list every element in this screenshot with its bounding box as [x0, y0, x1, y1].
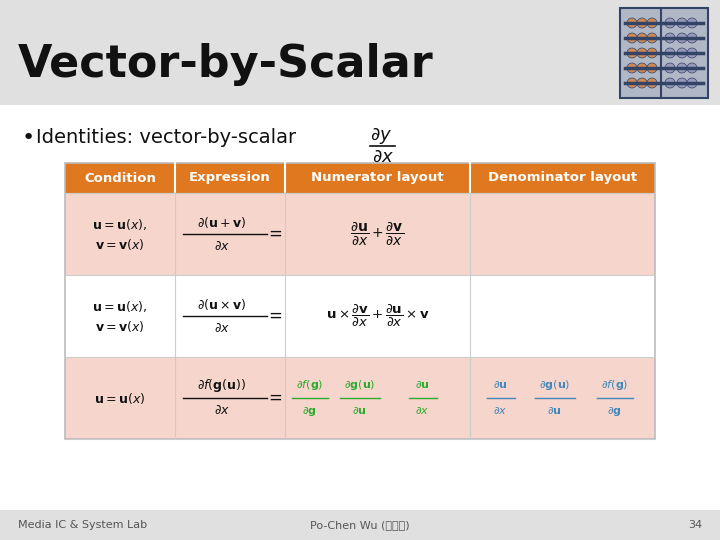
Circle shape	[677, 78, 687, 88]
Circle shape	[687, 78, 697, 88]
Circle shape	[677, 18, 687, 28]
Circle shape	[647, 33, 657, 43]
Text: $\mathbf{u} = \mathbf{u}(x),$: $\mathbf{u} = \mathbf{u}(x),$	[92, 299, 148, 314]
Circle shape	[637, 18, 647, 28]
Bar	[65, 275, 655, 357]
Text: $\mathbf{u}\times\dfrac{\partial\mathbf{v}}{\partial x}+\dfrac{\partial\mathbf{u: $\mathbf{u}\times\dfrac{\partial\mathbf{…	[325, 303, 429, 329]
Text: $\partial \mathbf{g}$: $\partial \mathbf{g}$	[302, 404, 317, 417]
Text: Media IC & System Lab: Media IC & System Lab	[18, 520, 147, 530]
Text: Vector-by-Scalar: Vector-by-Scalar	[18, 44, 433, 86]
Circle shape	[637, 33, 647, 43]
Circle shape	[665, 33, 675, 43]
Text: $\partial x$: $\partial x$	[214, 240, 230, 253]
Text: $\mathbf{v} = \mathbf{v}(x)$: $\mathbf{v} = \mathbf{v}(x)$	[95, 319, 145, 334]
Circle shape	[687, 18, 697, 28]
Bar	[0, 510, 720, 540]
Circle shape	[627, 18, 637, 28]
Bar	[0, 0, 720, 105]
Text: $\partial \mathbf{u}$: $\partial \mathbf{u}$	[547, 406, 562, 416]
Text: $\partial \mathbf{u}$: $\partial \mathbf{u}$	[493, 380, 508, 390]
Text: $\partial y$: $\partial y$	[370, 126, 392, 146]
Text: $\dfrac{\partial\mathbf{u}}{\partial x}+\dfrac{\partial\mathbf{v}}{\partial x}$: $\dfrac{\partial\mathbf{u}}{\partial x}+…	[351, 220, 405, 248]
Text: $\partial \mathbf{g}(\mathbf{u})$: $\partial \mathbf{g}(\mathbf{u})$	[343, 378, 375, 392]
Circle shape	[687, 33, 697, 43]
Circle shape	[665, 63, 675, 73]
Text: Denominator layout: Denominator layout	[488, 172, 637, 185]
Circle shape	[677, 63, 687, 73]
Circle shape	[637, 48, 647, 58]
Bar	[620, 8, 708, 98]
Text: 34: 34	[688, 520, 702, 530]
Text: $\partial \mathbf{g}$: $\partial \mathbf{g}$	[607, 404, 622, 417]
Text: $\partial x$: $\partial x$	[372, 148, 394, 166]
Text: $\partial \mathbf{u}$: $\partial \mathbf{u}$	[415, 380, 430, 390]
Text: $\partial(\mathbf{u}+\mathbf{v})$: $\partial(\mathbf{u}+\mathbf{v})$	[197, 214, 247, 230]
Text: $\partial \mathbf{g}(\mathbf{u})$: $\partial \mathbf{g}(\mathbf{u})$	[539, 378, 570, 392]
Circle shape	[627, 48, 637, 58]
Bar	[65, 163, 655, 439]
Circle shape	[677, 48, 687, 58]
Circle shape	[637, 63, 647, 73]
Circle shape	[627, 78, 637, 88]
Circle shape	[647, 18, 657, 28]
Circle shape	[627, 33, 637, 43]
Circle shape	[647, 78, 657, 88]
Text: =: =	[268, 389, 282, 407]
Text: •: •	[22, 128, 35, 148]
Circle shape	[665, 78, 675, 88]
Text: $\partial f(\mathbf{g})$: $\partial f(\mathbf{g})$	[600, 378, 629, 392]
Text: $\mathbf{u} = \mathbf{u}(x),$: $\mathbf{u} = \mathbf{u}(x),$	[92, 217, 148, 232]
Circle shape	[687, 63, 697, 73]
Text: $\partial x$: $\partial x$	[493, 406, 508, 416]
Text: =: =	[268, 225, 282, 243]
Text: Expression: Expression	[189, 172, 271, 185]
Circle shape	[665, 18, 675, 28]
Text: $\partial f(\mathbf{g})$: $\partial f(\mathbf{g})$	[296, 378, 323, 392]
Circle shape	[665, 48, 675, 58]
Text: Condition: Condition	[84, 172, 156, 185]
Text: $\partial \mathbf{u}$: $\partial \mathbf{u}$	[352, 406, 367, 416]
Text: Numerator layout: Numerator layout	[311, 172, 444, 185]
Circle shape	[687, 48, 697, 58]
Text: $\mathbf{v} = \mathbf{v}(x)$: $\mathbf{v} = \mathbf{v}(x)$	[95, 237, 145, 252]
Text: Po-Chen Wu (吴柏辰): Po-Chen Wu (吴柏辰)	[310, 520, 410, 530]
Circle shape	[647, 48, 657, 58]
Text: $\partial(\mathbf{u}\times\mathbf{v})$: $\partial(\mathbf{u}\times\mathbf{v})$	[197, 296, 247, 312]
Circle shape	[647, 63, 657, 73]
Text: Identities: vector-by-scalar: Identities: vector-by-scalar	[36, 128, 296, 147]
Circle shape	[637, 78, 647, 88]
Bar	[65, 357, 655, 439]
Text: $\partial x$: $\partial x$	[214, 321, 230, 334]
Circle shape	[627, 63, 637, 73]
Text: $\partial x$: $\partial x$	[415, 406, 430, 416]
Circle shape	[677, 33, 687, 43]
Bar	[65, 163, 655, 193]
Text: $\partial x$: $\partial x$	[214, 403, 230, 416]
Bar	[65, 193, 655, 275]
Text: $\mathbf{u} = \mathbf{u}(x)$: $\mathbf{u} = \mathbf{u}(x)$	[94, 390, 145, 406]
Text: $\partial f(\mathbf{g}(\mathbf{u}))$: $\partial f(\mathbf{g}(\mathbf{u}))$	[197, 377, 246, 395]
Text: =: =	[268, 307, 282, 325]
Bar	[0, 105, 720, 510]
